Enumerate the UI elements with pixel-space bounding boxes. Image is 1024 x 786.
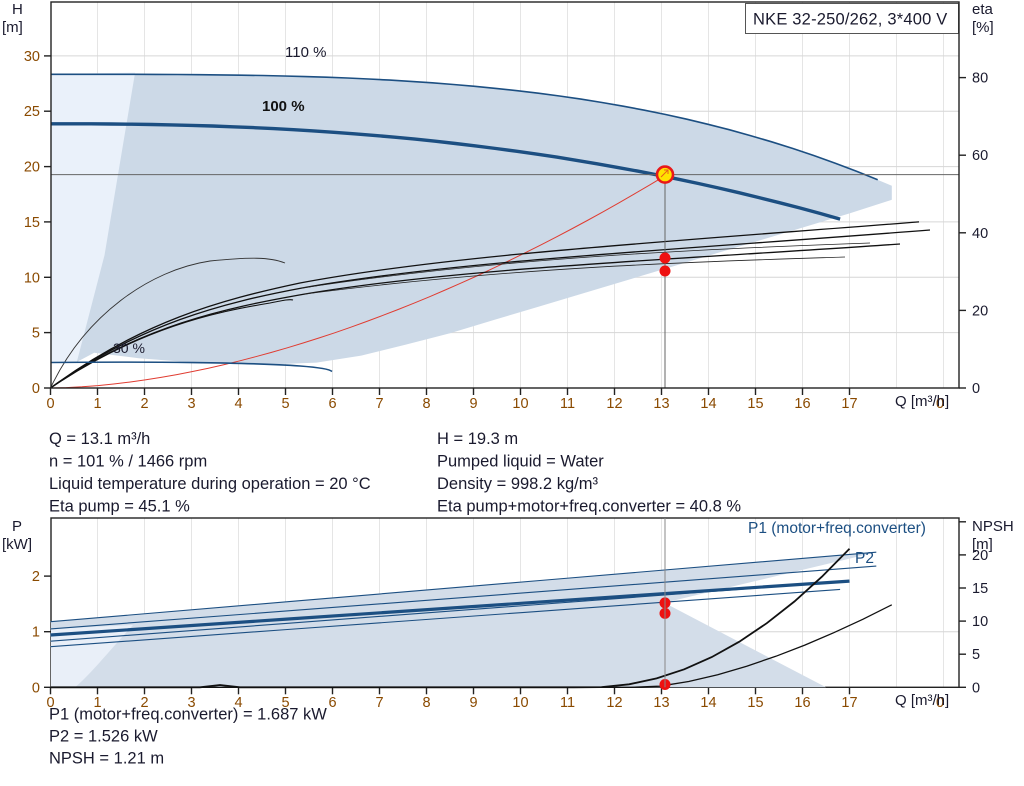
svg-text:P1 (motor+freq.converter) = 1.: P1 (motor+freq.converter) = 1.687 kW (49, 706, 327, 724)
svg-text:11: 11 (560, 695, 575, 711)
svg-text:4: 4 (234, 396, 242, 412)
svg-text:8: 8 (422, 695, 430, 711)
svg-text:30: 30 (24, 49, 40, 65)
svg-text:Eta pump = 45.1 %: Eta pump = 45.1 % (49, 498, 190, 516)
svg-text:Q [m³/h]: Q [m³/h] (895, 692, 949, 709)
svg-text:H = 19.3 m: H = 19.3 m (437, 430, 518, 448)
svg-text:[kW]: [kW] (2, 536, 32, 553)
svg-text:P: P (12, 518, 22, 535)
svg-text:5: 5 (281, 396, 289, 412)
svg-text:12: 12 (606, 695, 622, 711)
svg-text:100 %: 100 % (262, 98, 305, 115)
svg-text:0: 0 (46, 396, 54, 412)
svg-text:0: 0 (32, 381, 40, 397)
svg-text:40: 40 (972, 226, 988, 242)
svg-text:P2: P2 (855, 550, 874, 567)
svg-text:H: H (12, 1, 23, 18)
svg-text:NPSH = 1.21 m: NPSH = 1.21 m (49, 750, 164, 768)
svg-text:17: 17 (841, 695, 857, 711)
svg-text:Q = 13.1 m³/h: Q = 13.1 m³/h (49, 430, 150, 448)
svg-text:NKE 32-250/262, 3*400 V: NKE 32-250/262, 3*400 V (753, 11, 948, 29)
svg-text:16: 16 (794, 396, 810, 412)
svg-text:10: 10 (972, 614, 988, 630)
svg-text:2: 2 (140, 396, 148, 412)
svg-text:13: 13 (653, 695, 669, 711)
svg-text:7: 7 (375, 695, 383, 711)
svg-text:[m]: [m] (2, 19, 23, 36)
svg-text:[m]: [m] (972, 536, 993, 553)
svg-text:6: 6 (328, 396, 336, 412)
svg-text:1: 1 (93, 396, 101, 412)
svg-text:eta: eta (972, 1, 994, 18)
svg-text:60: 60 (972, 148, 988, 164)
svg-text:10: 10 (512, 695, 528, 711)
svg-text:7: 7 (375, 396, 383, 412)
svg-text:15: 15 (972, 581, 988, 597)
svg-text:5: 5 (32, 326, 40, 342)
svg-text:10: 10 (24, 270, 40, 286)
svg-text:80: 80 (972, 71, 988, 87)
svg-text:110 %: 110 % (285, 44, 326, 61)
svg-text:12: 12 (606, 396, 622, 412)
svg-text:13: 13 (653, 396, 669, 412)
svg-text:1: 1 (32, 625, 40, 641)
svg-text:25: 25 (24, 104, 40, 120)
svg-text:6: 6 (328, 695, 336, 711)
svg-text:Liquid temperature during oper: Liquid temperature during operation = 20… (49, 475, 371, 493)
svg-text:15: 15 (747, 695, 763, 711)
svg-text:9: 9 (469, 695, 477, 711)
svg-text:20: 20 (972, 303, 988, 319)
svg-text:0: 0 (32, 680, 40, 696)
svg-text:20: 20 (24, 160, 40, 176)
svg-text:2: 2 (32, 569, 40, 585)
svg-text:P2 = 1.526 kW: P2 = 1.526 kW (49, 728, 158, 746)
svg-text:Q [m³/h]: Q [m³/h] (895, 393, 949, 410)
svg-text:0: 0 (972, 680, 980, 696)
svg-text:5: 5 (972, 647, 980, 663)
svg-text:9: 9 (469, 396, 477, 412)
svg-text:0: 0 (972, 381, 980, 397)
svg-text:10: 10 (512, 396, 528, 412)
svg-text:30 %: 30 % (113, 340, 145, 356)
svg-text:3: 3 (187, 396, 195, 412)
svg-text:P1 (motor+freq.converter): P1 (motor+freq.converter) (748, 520, 926, 537)
svg-text:15: 15 (747, 396, 763, 412)
svg-text:16: 16 (794, 695, 810, 711)
svg-text:8: 8 (422, 396, 430, 412)
svg-text:14: 14 (700, 396, 716, 412)
svg-text:Pumped liquid = Water: Pumped liquid = Water (437, 453, 604, 471)
svg-text:n = 101 % / 1466 rpm: n = 101 % / 1466 rpm (49, 453, 207, 471)
svg-text:15: 15 (24, 215, 40, 231)
svg-text:NPSH: NPSH (972, 518, 1014, 535)
svg-text:17: 17 (841, 396, 857, 412)
svg-text:Eta pump+motor+freq.converter: Eta pump+motor+freq.converter = 40.8 % (437, 498, 741, 516)
svg-text:Density = 998.2 kg/m³: Density = 998.2 kg/m³ (437, 475, 598, 493)
svg-text:[%]: [%] (972, 19, 994, 36)
svg-text:14: 14 (700, 695, 716, 711)
svg-text:11: 11 (560, 396, 575, 412)
